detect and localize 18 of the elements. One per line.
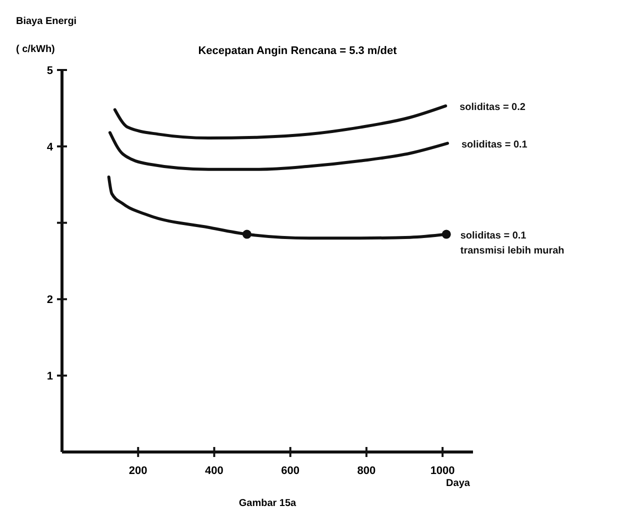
y-tick-label: 5 [46,65,53,77]
series-label: soliditas = 0.2 [460,102,526,113]
series-label: soliditas = 0.1 [462,139,528,150]
x-tick-label: 800 [357,465,376,477]
x-tick-label: 600 [281,465,300,477]
y-tick-label: 4 [46,141,54,154]
x-axis-title: Daya [446,478,470,489]
x-tick-label: 200 [128,465,148,477]
series-label: soliditas = 0.1 transmisi lebih murah [460,230,564,256]
x-tick-label: 400 [205,465,224,477]
line-series [113,104,448,140]
text: Gambar 15a [238,498,297,509]
y-tick-label: 1 [46,370,53,383]
line-series [108,131,450,171]
text: Biaya Energi ( c/kWh) [16,16,77,55]
x-tick-label: 1000 [430,465,455,477]
y-tick-label: 2 [46,294,53,306]
chart-title: Kecepatan Angin Rencana = 5.3 m/det [198,45,398,57]
